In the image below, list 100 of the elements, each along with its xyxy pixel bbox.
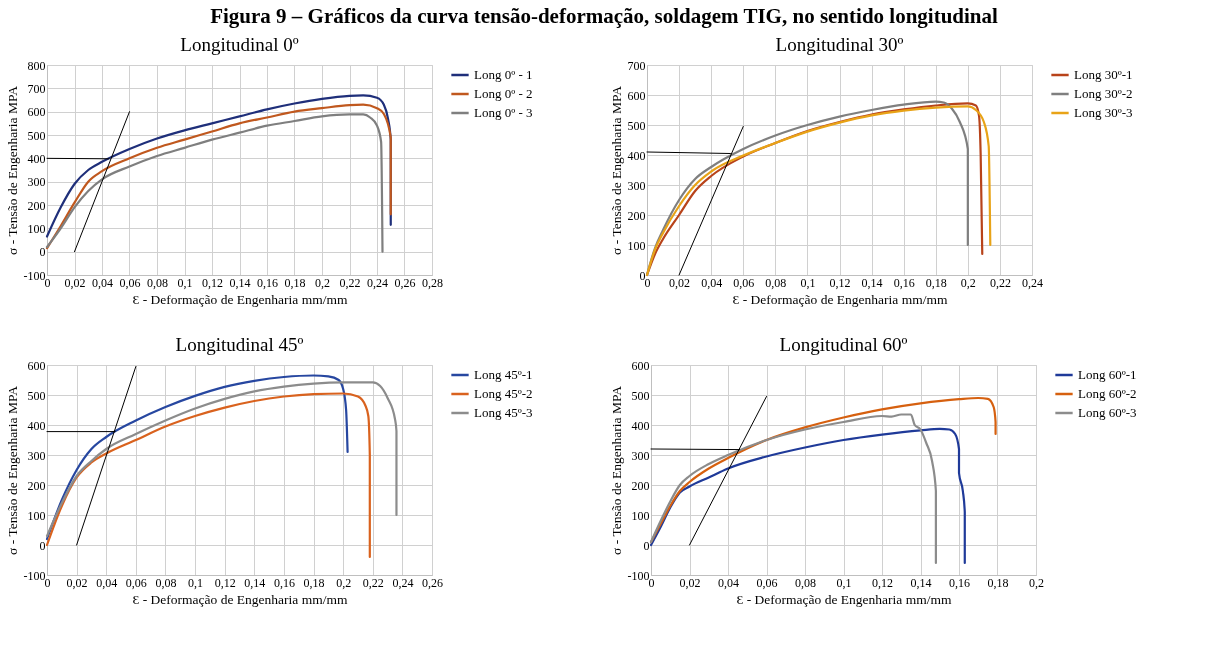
y-tick-label: 200 (627, 208, 646, 223)
legend-label: Long 0º - 3 (474, 105, 533, 120)
legend-label: Long 0º - 1 (474, 67, 533, 82)
x-tick-label: 0,08 (155, 575, 177, 590)
x-tick-label: 0,1 (800, 275, 816, 290)
legend-label: Long 60º-3 (1078, 405, 1137, 420)
y-tick-label: 400 (27, 151, 46, 166)
x-tick-label: 0,1 (177, 275, 193, 290)
x-tick-label: 0,06 (756, 575, 778, 590)
x-tick-label: 0,12 (872, 575, 893, 590)
legend-label: Long 60º-2 (1078, 386, 1137, 401)
y-tick-label: 800 (27, 58, 46, 73)
x-tick-label: 0,2 (1029, 575, 1044, 590)
y-tick-label: 600 (27, 358, 46, 373)
x-tick-label: 0,16 (257, 275, 278, 290)
x-axis-title: Ɛ - Deformação de Engenharia mm/mm (736, 591, 952, 607)
y-tick-label: 400 (27, 418, 46, 433)
y-tick-label: 600 (627, 88, 646, 103)
y-tick-label: 200 (27, 478, 46, 493)
x-tick-label: 0,2 (315, 275, 330, 290)
x-tick-label: 0,14 (244, 575, 266, 590)
x-tick-label: 0,24 (1022, 275, 1043, 290)
y-tick-label: 0 (643, 538, 650, 553)
legend-label: Long 30º-3 (1074, 105, 1133, 120)
legend-label: Long 45º-1 (474, 367, 533, 382)
y-tick-label: 300 (27, 448, 46, 463)
x-axis-title: Ɛ - Deformação de Engenharia mm/mm (132, 591, 348, 607)
x-tick-label: 0,22 (362, 575, 384, 590)
y-tick-label: 400 (627, 148, 646, 163)
y-tick-label: 700 (27, 81, 46, 96)
x-tick-label: 0,06 (125, 575, 147, 590)
x-tick-label: 0,16 (893, 275, 915, 290)
x-tick-label: 0,08 (765, 275, 787, 290)
x-tick-label: 0,06 (733, 275, 755, 290)
y-axis-title: σ - Tensão de Engenharia MPA (608, 85, 624, 255)
x-tick-label: 0,2 (960, 275, 976, 290)
x-tick-label: 0,14 (229, 275, 251, 290)
x-tick-label: 0,08 (795, 575, 816, 590)
chart-title: Longitudinal 0º (180, 34, 299, 55)
y-tick-label: 300 (27, 175, 46, 190)
x-axis-title: Ɛ - Deformação de Engenharia mm/mm (132, 291, 348, 307)
x-tick-label: 0,24 (392, 575, 414, 590)
x-axis-title: Ɛ - Deformação de Engenharia mm/mm (732, 291, 948, 307)
y-axis-title: σ - Tensão de Engenharia MPA (608, 385, 624, 555)
x-tick-label: 0,02 (64, 275, 86, 290)
x-tick-label: 0,02 (66, 575, 88, 590)
x-tick-label: 0,18 (925, 275, 947, 290)
x-tick-label: 0,04 (718, 575, 739, 590)
y-tick-label: 300 (631, 448, 650, 463)
y-tick-label: -100 (627, 568, 650, 583)
y-tick-label: 400 (631, 418, 650, 433)
y-tick-label: 100 (631, 508, 650, 523)
x-tick-label: 0,26 (422, 575, 443, 590)
x-tick-label: 0,08 (147, 275, 168, 290)
legend-label: Long 60º-1 (1078, 367, 1137, 382)
x-tick-label: 0,04 (701, 275, 723, 290)
chart-title: Longitudinal 45º (175, 334, 304, 355)
y-tick-label: 100 (27, 508, 46, 523)
x-tick-label: 0,22 (989, 275, 1011, 290)
y-tick-label: 500 (627, 118, 646, 133)
x-tick-label: 0,02 (679, 575, 701, 590)
chart-title: Longitudinal 60º (779, 334, 908, 355)
x-tick-label: 0,04 (92, 275, 113, 290)
y-tick-label: 200 (27, 198, 46, 213)
x-tick-label: 0,18 (987, 575, 1009, 590)
x-tick-label: 0,12 (202, 275, 223, 290)
x-tick-label: 0,12 (829, 275, 851, 290)
x-tick-label: 0,18 (284, 275, 306, 290)
text: Figura 9 – Gráficos da curva tensão-deformação, soldagem TIG, no sentido longitudinal (209, 4, 999, 29)
y-tick-label: 600 (631, 358, 650, 373)
x-tick-label: 0,12 (214, 575, 236, 590)
y-tick-label: 500 (631, 388, 650, 403)
y-tick-label: 100 (627, 238, 646, 253)
y-axis-title: σ - Tensão de Engenharia MPA (4, 85, 20, 255)
y-tick-label: 100 (27, 221, 46, 236)
y-axis-title: σ - Tensão de Engenharia MPA (4, 385, 20, 555)
y-tick-label: 500 (27, 388, 46, 403)
y-tick-label: -100 (23, 268, 46, 283)
legend-label: Long 30º-1 (1074, 67, 1133, 82)
x-tick-label: 0,18 (303, 575, 325, 590)
x-tick-label: 0,16 (949, 575, 970, 590)
x-tick-label: 0,2 (336, 575, 352, 590)
x-tick-label: 0,16 (273, 575, 295, 590)
x-tick-label: 0,1 (188, 575, 204, 590)
y-tick-label: 0 (39, 245, 46, 260)
y-tick-label: 300 (627, 178, 646, 193)
legend-label: Long 45º-2 (474, 386, 533, 401)
chart-title: Longitudinal 30º (775, 34, 904, 55)
x-tick-label: 0,04 (96, 575, 118, 590)
x-tick-label: 0,14 (861, 275, 883, 290)
x-tick-label: 0,02 (669, 275, 691, 290)
x-tick-label: 0,24 (367, 275, 388, 290)
y-tick-label: 600 (27, 105, 46, 120)
y-tick-label: 0 (39, 538, 46, 553)
x-tick-label: 0,28 (422, 275, 443, 290)
legend-label: Long 0º - 2 (474, 86, 533, 101)
legend-label: Long 30º-2 (1074, 86, 1133, 101)
x-tick-label: 0,06 (119, 275, 141, 290)
x-tick-label: 0,14 (910, 575, 932, 590)
x-tick-label: 0,26 (394, 275, 416, 290)
